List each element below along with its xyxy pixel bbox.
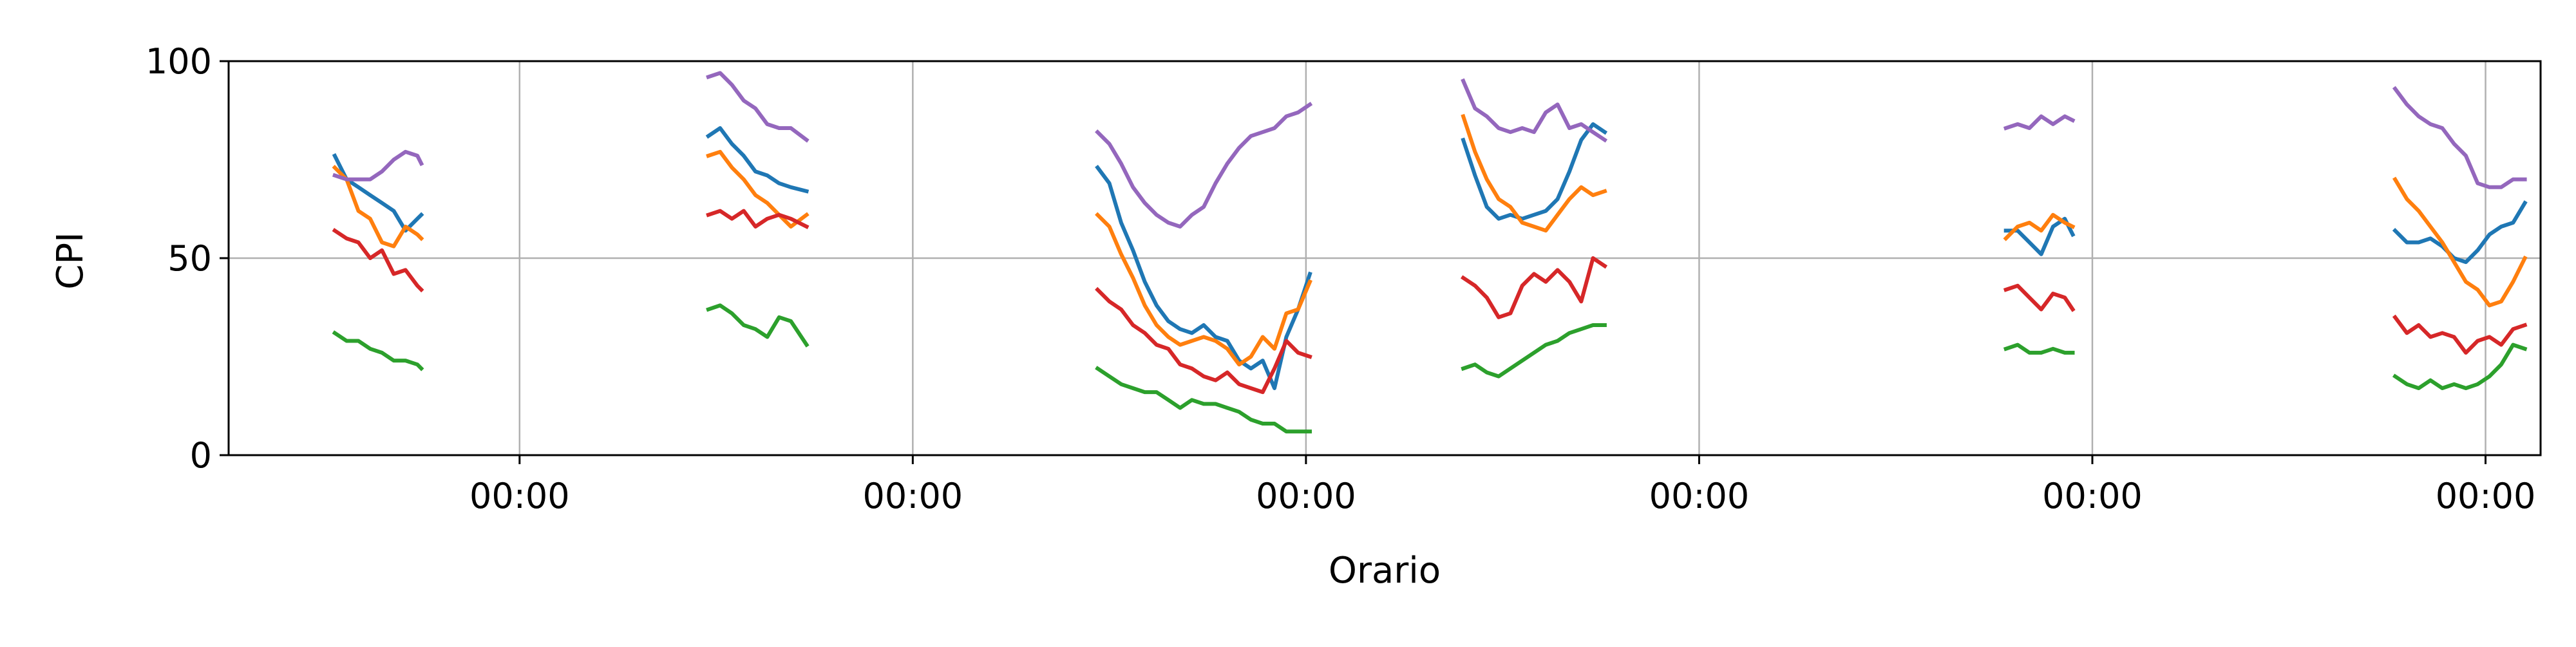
series-5-line — [706, 71, 810, 143]
series-4-line — [1095, 286, 1312, 395]
series-4-line — [2003, 283, 2076, 312]
y-tick-label: 0 — [190, 435, 212, 476]
series-3-line — [332, 330, 424, 371]
series-4-line — [1460, 256, 1608, 319]
series-2-line — [332, 164, 424, 248]
series-1-line — [2003, 216, 2076, 256]
series-3-line — [1461, 323, 1607, 379]
x-axis-label: Orario — [1329, 550, 1441, 592]
series-1-line — [705, 126, 810, 194]
x-tick-label: 00:00 — [469, 476, 570, 516]
series-5-line — [332, 149, 424, 182]
series-2-line — [1095, 212, 1312, 367]
x-tick-label: 00:00 — [863, 476, 963, 516]
series-2-line — [2392, 176, 2528, 308]
series-3-line — [1095, 366, 1312, 434]
series-1-line — [1095, 165, 1312, 390]
series-1-line — [332, 153, 424, 233]
series-4-line — [706, 209, 810, 230]
series-4-line — [2392, 314, 2528, 355]
series-2-line — [1461, 113, 1607, 233]
x-tick-label: 00:00 — [2436, 476, 2536, 516]
y-tick-label: 50 — [167, 238, 212, 279]
series-4-line — [332, 228, 424, 293]
series-1-line — [2392, 200, 2528, 265]
series-1-line — [1461, 122, 1608, 221]
x-tick-label: 00:00 — [2042, 476, 2143, 516]
series-3-line — [2003, 342, 2075, 355]
y-axis-label: CPI — [50, 232, 91, 289]
series-2-line — [706, 149, 810, 229]
ticks: 00:00 00:00 00:00 00:00 00:00 00:00 0 50 100 — [146, 41, 2535, 516]
series-group — [332, 71, 2528, 434]
series-5-line — [2392, 86, 2527, 189]
series-2-line — [2003, 212, 2076, 241]
series-3-line — [706, 303, 810, 348]
y-tick-label: 100 — [146, 41, 212, 82]
series-5-line — [1095, 102, 1313, 229]
x-tick-label: 00:00 — [1256, 476, 1356, 516]
series-5-line — [1461, 78, 1608, 143]
series-5-line — [2003, 114, 2076, 131]
series-3-line — [2392, 342, 2528, 390]
x-tick-label: 00:00 — [1649, 476, 1750, 516]
